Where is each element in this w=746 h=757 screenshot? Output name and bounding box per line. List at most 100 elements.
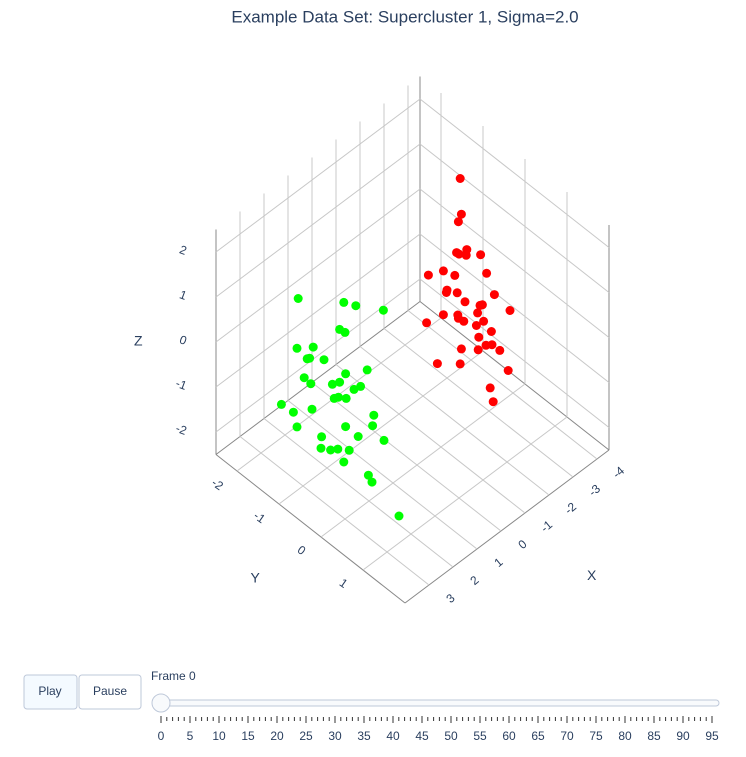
- z-grid-line: [419, 233, 610, 383]
- slider-track[interactable]: [154, 699, 720, 707]
- slider-tick-label: 5: [187, 729, 194, 743]
- point: [293, 294, 303, 303]
- x-tick-label: 3: [443, 591, 457, 606]
- point: [292, 343, 302, 353]
- point: [460, 297, 470, 307]
- point: [482, 268, 492, 278]
- x-grid-line: [287, 400, 478, 550]
- play-label[interactable]: Play: [38, 684, 61, 698]
- point: [341, 369, 351, 379]
- play-button-box[interactable]: [23, 674, 78, 710]
- point: [326, 445, 336, 455]
- point: [475, 300, 485, 310]
- point: [486, 327, 496, 336]
- point: [479, 316, 489, 326]
- y-tick-label: 1: [337, 576, 351, 591]
- z-grid-line: [215, 278, 421, 433]
- pause-button-box[interactable]: [78, 674, 142, 710]
- x-grid-line: [383, 328, 574, 478]
- point: [455, 359, 465, 369]
- chart-title: Example Data Set: Supercluster 1, Sigma=…: [231, 7, 578, 26]
- x-tick-label: -2: [562, 499, 579, 517]
- y-grid-line: [278, 350, 484, 505]
- point: [292, 422, 302, 432]
- slider-tick-label: 50: [444, 729, 458, 743]
- z-tick-label: -1: [174, 376, 189, 393]
- x-tick-label: 2: [467, 573, 481, 588]
- slider-tick-label: 75: [589, 729, 603, 743]
- point: [335, 324, 345, 334]
- point: [302, 354, 312, 364]
- z-tick-label: 1: [178, 287, 189, 303]
- pause-label[interactable]: Pause: [93, 684, 127, 698]
- y-grid-line: [362, 416, 568, 571]
- point: [432, 359, 442, 369]
- point: [379, 435, 389, 445]
- point: [339, 297, 349, 307]
- point: [459, 316, 469, 326]
- point: [442, 285, 452, 295]
- point: [299, 373, 309, 383]
- point: [341, 422, 351, 432]
- point: [333, 392, 343, 402]
- slider-tick-label: 55: [473, 729, 487, 743]
- point: [453, 310, 463, 320]
- point: [495, 345, 505, 355]
- slider-current-value: Frame 0: [151, 669, 196, 683]
- x-tick-label: 1: [491, 555, 505, 570]
- slider-tick-label: 10: [212, 729, 226, 743]
- slider-tick-label: 60: [502, 729, 516, 743]
- point: [351, 301, 361, 311]
- x-grid-line: [239, 436, 430, 586]
- x-tick-label: 0: [515, 537, 529, 552]
- x-grid-line: [407, 310, 598, 460]
- pause-button[interactable]: Pause: [78, 674, 142, 710]
- point: [438, 266, 448, 276]
- z-tick-label: -2: [174, 421, 189, 438]
- box-edge: [404, 449, 610, 604]
- slider-ticks: 0 5 10 15 20 25 30 35 40 45 50 55 60 65 70 75 80 85 90 95: [151, 693, 719, 743]
- point: [276, 399, 286, 409]
- y-tick-label: -1: [251, 509, 268, 527]
- z-grid-line: [215, 188, 421, 343]
- point: [489, 290, 499, 300]
- point: [476, 250, 486, 260]
- point: [474, 332, 484, 342]
- z-tick-label: 0: [178, 332, 189, 348]
- slider-knob[interactable]: [151, 693, 171, 713]
- point: [438, 310, 448, 320]
- point: [422, 318, 432, 328]
- slider-tick-label: 20: [270, 729, 284, 743]
- x-tick-label: -4: [610, 463, 627, 481]
- slider-tick-label: 35: [357, 729, 371, 743]
- slider-tick-label: 65: [531, 729, 545, 743]
- x-tick-label: -1: [538, 517, 555, 535]
- point: [335, 377, 345, 387]
- point: [461, 250, 471, 260]
- z-grid-line: [419, 278, 610, 428]
- play-button[interactable]: Play: [23, 674, 78, 710]
- slider-tick-label: 40: [386, 729, 400, 743]
- point: [317, 432, 327, 442]
- point: [344, 445, 354, 455]
- point: [353, 432, 363, 441]
- point: [452, 248, 462, 258]
- z-grid-line: [215, 233, 421, 388]
- point: [503, 366, 513, 375]
- box-edge: [215, 301, 421, 455]
- y-axis-title: Y: [251, 569, 261, 585]
- point: [369, 410, 379, 420]
- x-grid-line: [263, 418, 454, 568]
- z-grid-line: [419, 188, 610, 338]
- z-grid-line: [419, 143, 610, 293]
- x-tick-label: -3: [586, 481, 603, 499]
- box-edge: [215, 454, 406, 604]
- slider-tick-label: 30: [328, 729, 342, 743]
- point: [456, 344, 466, 354]
- slider-tick-label: 90: [676, 729, 690, 743]
- point: [368, 421, 378, 431]
- point: [471, 321, 481, 330]
- point: [488, 397, 498, 407]
